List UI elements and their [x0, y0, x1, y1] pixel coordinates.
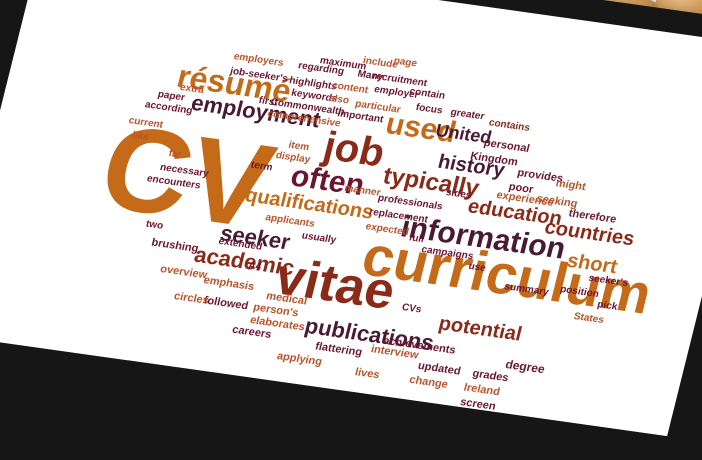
word-cloud-term: emphasis — [202, 274, 256, 294]
word-cloud-term: like — [130, 129, 151, 143]
word-cloud-term: A4 — [247, 260, 263, 273]
word-cloud-term: might — [554, 177, 588, 194]
word-cloud-term: display — [274, 150, 312, 166]
word-cloud-term: States — [572, 311, 605, 326]
word-cloud-term: usually — [300, 230, 338, 246]
word-cloud-term: sides — [444, 187, 473, 202]
word-cloud-term: applying — [275, 350, 324, 369]
word-cloud-term: Ireland — [462, 381, 502, 399]
word-cloud-term: degree — [504, 357, 547, 377]
word-cloud-term: contains — [487, 117, 532, 134]
word-cloud-term: change — [408, 373, 450, 391]
word-cloud-term: potential — [436, 312, 525, 346]
word-cloud-term: grades — [471, 367, 510, 385]
word-cloud-term: far — [167, 148, 183, 161]
word-cloud-term: lives — [353, 366, 381, 382]
word-cloud-term: CVs — [400, 302, 423, 316]
word-cloud-term: circles — [172, 290, 211, 307]
